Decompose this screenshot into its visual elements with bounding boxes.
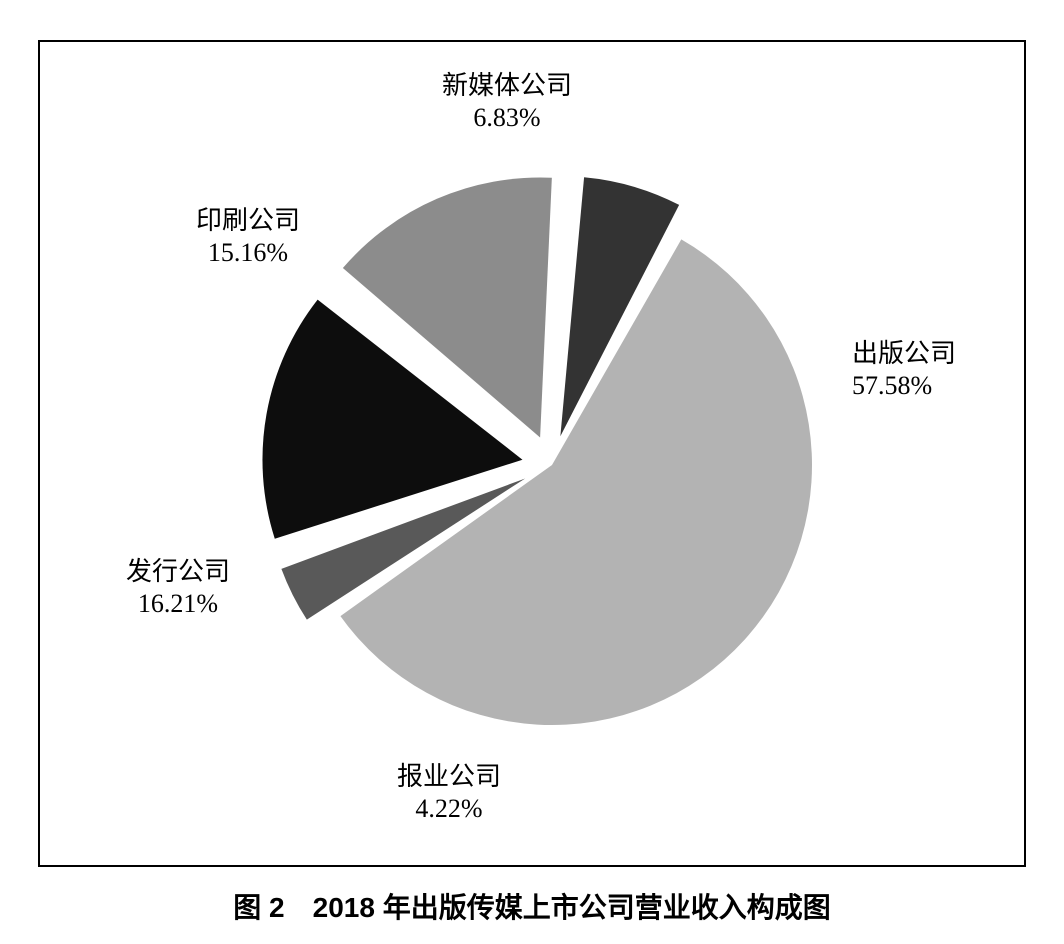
slice-label-name: 出版公司 — [852, 338, 956, 371]
slice-label-percent: 6.83% — [387, 102, 627, 135]
figure: 出版公司57.58% 报业公司4.22% 发行公司16.21% 印刷公司15.16% 新… — [0, 0, 1064, 944]
slice-label: 报业公司4.22% — [329, 761, 569, 826]
slice-label: 新媒体公司6.83% — [387, 70, 627, 135]
slice-label-name: 印刷公司 — [128, 205, 368, 238]
slice-label: 出版公司57.58% — [852, 338, 956, 403]
slice-label-percent: 16.21% — [58, 588, 298, 621]
figure-caption: 图 2 2018 年出版传媒上市公司营业收入构成图 — [0, 886, 1064, 926]
slice-label-name: 新媒体公司 — [387, 70, 627, 103]
slice-label-percent: 57.58% — [852, 370, 956, 403]
slice-label-name: 报业公司 — [329, 761, 569, 794]
slice-label: 印刷公司15.16% — [128, 205, 368, 270]
slice-label-percent: 15.16% — [128, 237, 368, 270]
slice-label-percent: 4.22% — [329, 793, 569, 826]
slice-label-name: 发行公司 — [58, 556, 298, 589]
slice-label: 发行公司16.21% — [58, 556, 298, 621]
